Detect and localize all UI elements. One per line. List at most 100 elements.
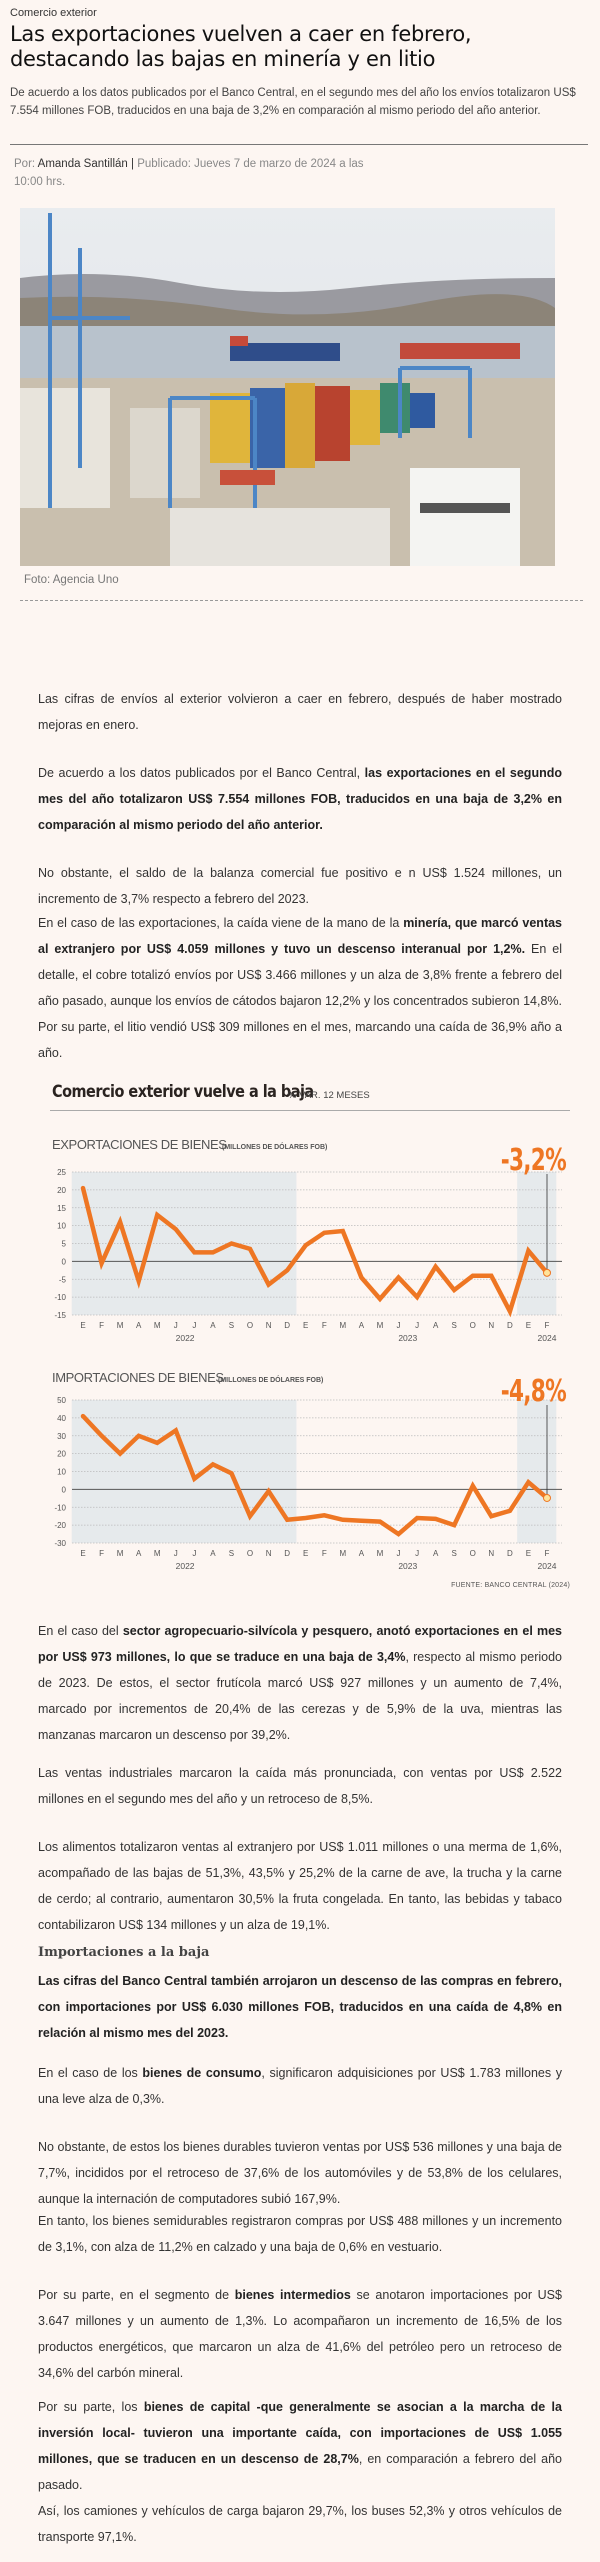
text-run: De acuerdo a los datos publicados por el… <box>38 766 365 780</box>
chart-title-note: (MILLONES DE DÓLARES FOB) <box>218 1375 323 1384</box>
bold-text: bienes intermedios <box>234 2288 351 2302</box>
divider <box>10 144 588 145</box>
article-lead: De acuerdo a los datos publicados por el… <box>10 87 576 117</box>
paragraph: En tanto, los bienes semidurables regist… <box>38 2208 562 2260</box>
x-tick-label: N <box>266 1321 272 1330</box>
port-photo-illustration <box>20 208 555 566</box>
x-tick-label: F <box>322 1321 327 1330</box>
x-tick-label: S <box>452 1321 457 1330</box>
bold-text: las exportaciones en el segundo mes del … <box>38 766 562 832</box>
text-run: Así, los camiones y vehículos de carga b… <box>38 2504 562 2544</box>
y-tick-label: 15 <box>57 1204 66 1213</box>
text-run: Las cifras de envíos al exterior volvier… <box>38 692 562 732</box>
byline-por-label: Por: <box>14 158 36 170</box>
paragraph: En el caso de las exportaciones, la caíd… <box>38 910 562 1066</box>
section-kicker[interactable]: Comercio exterior <box>10 7 97 19</box>
x-tick-label: M <box>117 1549 124 1558</box>
x-tick-label: E <box>303 1321 308 1330</box>
text-run: Las ventas industriales marcaron la caíd… <box>38 1766 562 1806</box>
chart-title-note: (MILLONES DE DÓLARES FOB) <box>222 1142 327 1151</box>
text-run: , significaron adquisiciones por US$ 1.7… <box>38 2066 562 2106</box>
x-tick-label: O <box>470 1549 476 1558</box>
x-tick-label: A <box>433 1321 439 1330</box>
x-tick-label: A <box>210 1549 216 1558</box>
byline: Por: Amanda Santillán | Publicado: Jueve… <box>14 155 374 191</box>
text-run: Por su parte, en el segmento de <box>38 2288 235 2302</box>
x-tick-label: N <box>488 1549 494 1558</box>
paragraph: Los alimentos totalizaron ventas al extr… <box>38 1834 562 1938</box>
chart-source: FUENTE: BANCO CENTRAL (2024) <box>451 1582 570 1589</box>
x-tick-label: J <box>415 1321 419 1330</box>
x-tick-label: A <box>359 1549 365 1558</box>
y-tick-label: 25 <box>57 1168 66 1177</box>
x-tick-label: M <box>117 1321 124 1330</box>
data-point: -4.8 <box>543 1493 551 1502</box>
y-tick-label: -20 <box>54 1521 66 1530</box>
subheading: Importaciones a la baja <box>38 1945 210 1960</box>
paragraph: Las ventas industriales marcaron la caíd… <box>38 1760 562 1812</box>
x-tick-label: J <box>397 1549 401 1558</box>
photo-caption: Foto: Agencia Uno <box>24 574 119 586</box>
x-tick-label: E <box>80 1321 85 1330</box>
x-tick-label: N <box>488 1321 494 1330</box>
author-name[interactable]: Amanda Santillán <box>37 158 128 170</box>
paragraph: Por su parte, los bienes de capital -que… <box>38 2394 562 2498</box>
y-tick-label: 5 <box>62 1240 67 1249</box>
x-tick-label: A <box>210 1321 216 1330</box>
x-tick-label: M <box>377 1549 384 1558</box>
x-tick-label: D <box>507 1549 513 1558</box>
y-tick-label: -15 <box>54 1311 66 1320</box>
x-tick-label: F <box>545 1321 550 1330</box>
y-tick-label: -10 <box>54 1503 66 1512</box>
highlight-value: -3,2% <box>501 1144 567 1178</box>
year-label: 2024 <box>538 1333 557 1343</box>
y-tick-label: 20 <box>57 1186 66 1195</box>
paragraph: Las cifras de envíos al exterior volvier… <box>38 686 562 738</box>
figure-subtitle: % VAR. 12 MESES <box>288 1090 370 1101</box>
x-tick-label: M <box>340 1321 347 1330</box>
bold-text: sector agropecuario-silvícola y pesquero… <box>38 1624 562 1664</box>
x-tick-label: M <box>377 1321 384 1330</box>
text-run: En el caso de los <box>38 2066 143 2080</box>
y-tick-label: 0 <box>62 1485 67 1494</box>
x-tick-label: A <box>359 1321 365 1330</box>
text-run: En el detalle, el cobre totalizó envíos … <box>38 942 563 1060</box>
paragraph: En el caso del sector agropecuario-silví… <box>38 1618 562 1748</box>
x-tick-label: S <box>229 1321 234 1330</box>
text-run: se anotaron importaciones por US$ 3.647 … <box>38 2288 562 2380</box>
y-tick-label: -5 <box>59 1275 67 1284</box>
bold-text: bienes de consumo <box>142 2066 262 2080</box>
y-tick-label: 0 <box>62 1257 67 1266</box>
x-tick-label: N <box>266 1549 272 1558</box>
y-tick-label: 40 <box>57 1414 66 1423</box>
series-line <box>80 1185 550 1318</box>
bold-text: Las cifras del Banco Central también arr… <box>38 1974 562 2040</box>
bold-text: bienes de capital -que generalmente se a… <box>38 2400 562 2466</box>
x-tick-label: D <box>284 1321 290 1330</box>
year-label: 2024 <box>538 1561 557 1571</box>
paragraph: Las cifras del Banco Central también arr… <box>38 1968 562 2046</box>
text-run: En tanto, los bienes semidurables regist… <box>38 2214 562 2254</box>
x-tick-label: E <box>526 1549 531 1558</box>
chart-title: IMPORTACIONES DE BIENES <box>52 1370 224 1385</box>
x-tick-label: F <box>322 1549 327 1558</box>
paragraph: Así, los camiones y vehículos de carga b… <box>38 2498 562 2550</box>
year-label: 2022 <box>176 1333 195 1343</box>
paragraph: No obstante, el saldo de la balanza come… <box>38 860 562 912</box>
x-tick-label: S <box>229 1549 234 1558</box>
x-tick-label: D <box>284 1549 290 1558</box>
article-title: Las exportaciones vuelven a caer en febr… <box>10 22 472 71</box>
y-tick-label: 10 <box>57 1222 66 1231</box>
text-run: , respecto al mismo periodo de 2023. De … <box>38 1650 562 1742</box>
x-tick-label: A <box>136 1549 142 1558</box>
x-tick-label: O <box>247 1321 253 1330</box>
x-tick-label: A <box>136 1321 142 1330</box>
text-run: Por su parte, los <box>38 2400 144 2414</box>
text-run: , en comparación a febrero del año pasad… <box>38 2452 562 2492</box>
data-point: -3.2 <box>543 1268 551 1277</box>
article-photo[interactable] <box>20 208 555 566</box>
year-label: 2023 <box>398 1561 417 1571</box>
x-tick-label: M <box>154 1549 161 1558</box>
x-tick-label: D <box>507 1321 513 1330</box>
x-tick-label: J <box>415 1549 419 1558</box>
